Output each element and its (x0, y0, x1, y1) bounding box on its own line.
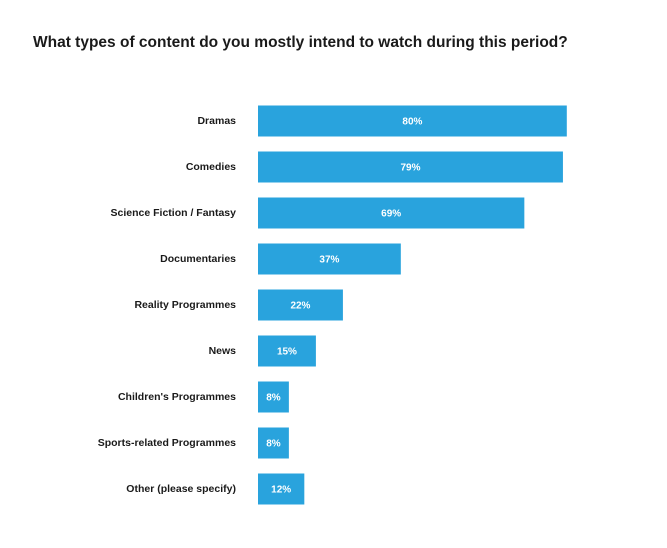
chart-title: What types of content do you mostly inte… (33, 34, 568, 51)
value-label-dramas: 80% (402, 117, 422, 128)
category-label-reality-programmes: Reality Programmes (134, 299, 236, 311)
bar-science-fiction-fantasy (258, 197, 525, 229)
value-label-comedies: 79% (400, 163, 420, 174)
bar-dramas (258, 105, 567, 137)
bar-reality-programmes (258, 289, 343, 321)
bar-children-s-programmes (258, 381, 289, 413)
category-label-dramas: Dramas (197, 115, 236, 127)
category-label-comedies: Comedies (186, 161, 236, 173)
value-label-science-fiction-fantasy: 69% (381, 209, 401, 220)
value-label-documentaries: 37% (319, 255, 339, 266)
value-label-other-please-specify: 12% (271, 485, 291, 496)
category-label-sports-related-programmes: Sports-related Programmes (98, 437, 236, 449)
category-label-science-fiction-fantasy: Science Fiction / Fantasy (111, 207, 237, 219)
category-label-other-please-specify: Other (please specify) (126, 483, 236, 495)
value-label-children-s-programmes: 8% (266, 393, 281, 404)
bar-news (258, 335, 316, 367)
bar-other-please-specify (258, 473, 305, 505)
category-label-documentaries: Documentaries (160, 253, 236, 265)
bar-sports-related-programmes (258, 427, 289, 459)
bar-group: Dramas 80% Comedies 79% Science Fiction / Fa… (98, 105, 567, 505)
bar-documentaries (258, 243, 401, 275)
category-label-children-s-programmes: Children's Programmes (118, 391, 236, 403)
bar-comedies (258, 151, 563, 183)
value-label-reality-programmes: 22% (290, 301, 310, 312)
category-label-news: News (209, 345, 237, 357)
value-label-sports-related-programmes: 8% (266, 439, 281, 450)
value-label-news: 15% (277, 347, 297, 358)
